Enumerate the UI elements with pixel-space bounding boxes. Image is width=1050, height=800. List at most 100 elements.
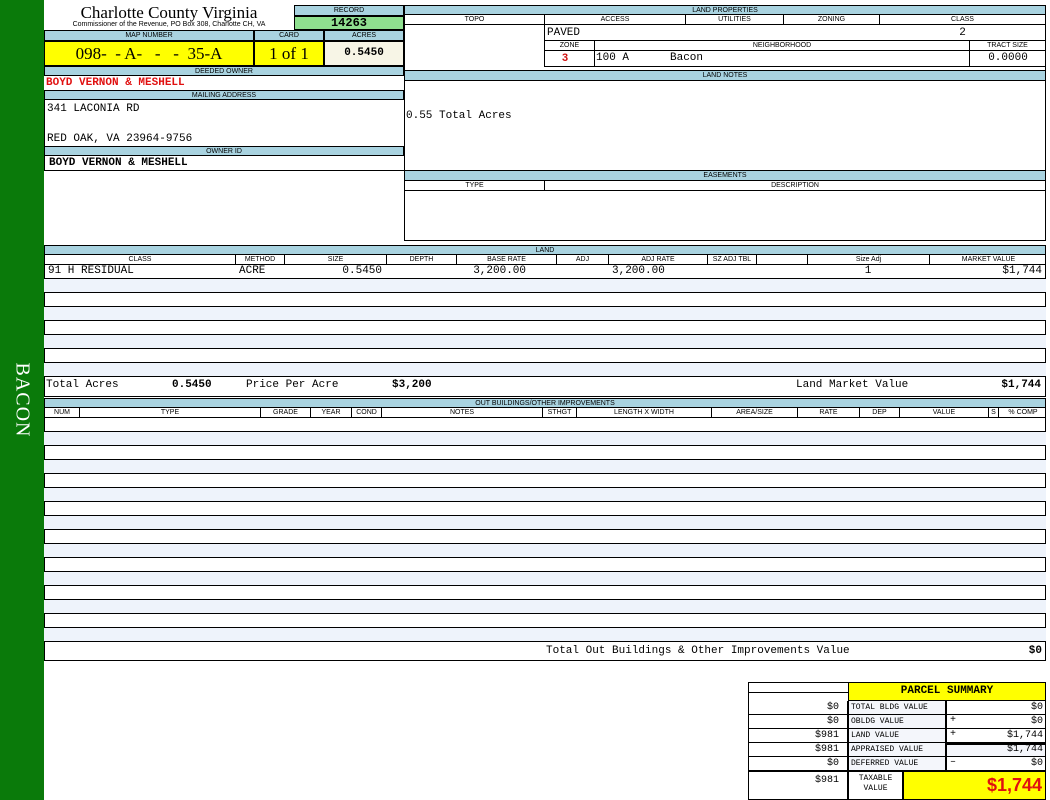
land-notes-text: 0.55 Total Acres (406, 110, 512, 122)
land-col-header: Size Adj (808, 255, 930, 264)
outbuildings-col-header: YEAR (311, 408, 352, 417)
outbuildings-col-header: COND (352, 408, 382, 417)
outbuildings-col-header: NOTES (382, 408, 543, 417)
county-subtitle: Commissioner of the Revenue, PO Box 308,… (72, 21, 266, 28)
land-cell: 0.5450 (342, 265, 382, 277)
total-acres-value: 0.5450 (172, 379, 212, 391)
sidebar-neighborhood: BACON (0, 0, 44, 800)
outbuildings-row (44, 628, 1046, 642)
outbuildings-row (44, 600, 1046, 614)
summary-prior-value: $0 (748, 715, 848, 729)
outbuildings-col-header: STHGT (543, 408, 577, 417)
land-col-header: ADJ RATE (609, 255, 708, 264)
land-col-header: CLASS (45, 255, 236, 264)
access-label: ACCESS (545, 15, 686, 24)
utilities-label: UTILITIES (686, 15, 784, 24)
land-row (44, 307, 1046, 321)
sidebar-label: BACON (11, 362, 34, 438)
summary-value: $1,744 (1006, 744, 1043, 755)
outbuildings-col-header: VALUE (900, 408, 989, 417)
outbuildings-row (44, 544, 1046, 558)
class-label: CLASS (951, 16, 974, 23)
owner-id-label: OWNER ID (44, 146, 404, 156)
land-market-value-label: Land Market Value (796, 379, 909, 391)
land-properties-title: LAND PROPERTIES (404, 5, 1046, 15)
outbuildings-row (44, 614, 1046, 628)
land-row (44, 363, 1046, 377)
outbuildings-row (44, 572, 1046, 586)
summary-label: APPRAISED VALUE (848, 743, 946, 757)
land-market-value: $1,744 (1001, 379, 1041, 391)
summary-label: DEFERRED VALUE (848, 757, 946, 771)
card-number: 1 of 1 (254, 41, 324, 66)
land-col-header (757, 255, 808, 264)
outbuildings-row (44, 432, 1046, 446)
land-notes-title: LAND NOTES (404, 70, 1046, 81)
owner-id: BOYD VERNON & MESHELL (49, 157, 188, 169)
outbuildings-row (44, 502, 1046, 516)
summary-value: $0 (1030, 716, 1043, 727)
land-col-header: DEPTH (387, 255, 457, 264)
total-acres-label: Total Acres (46, 379, 119, 391)
easements-title: EASEMENTS (404, 170, 1046, 181)
land-row (44, 349, 1046, 363)
address-line-1: 341 LACONIA RD (47, 103, 140, 115)
outbuildings-row (44, 488, 1046, 502)
zone-value: 3 (562, 52, 569, 64)
outbuildings-row (44, 516, 1046, 530)
outbuildings-col-header: LENGTH X WIDTH (577, 408, 712, 417)
neighborhood-name: Bacon (670, 52, 704, 64)
topo-label: TOPO (405, 15, 545, 24)
outbuildings-row (44, 474, 1046, 488)
land-col-header: SIZE (285, 255, 387, 264)
mailing-address-label: MAILING ADDRESS (44, 90, 404, 100)
land-cell: 1 (864, 265, 872, 277)
summary-label: TOTAL BLDG VALUE (848, 701, 946, 715)
land-col-header: METHOD (236, 255, 285, 264)
outbuildings-col-header: S (989, 408, 999, 417)
class-value: 2 (959, 27, 966, 39)
map-number: 098- - A- - - 35-A (44, 41, 254, 66)
outbuildings-total-value: $0 (1028, 645, 1042, 657)
outbuildings-row (44, 418, 1046, 432)
record-number: 14263 (294, 16, 404, 30)
summary-operator: – (946, 757, 1046, 771)
easement-type-label: TYPE (405, 181, 545, 190)
outbuildings-col-header: % COMP (1008, 409, 1038, 416)
outbuildings-title: OUT BUILDINGS/OTHER IMPROVEMENTS (44, 398, 1046, 408)
land-row (44, 293, 1046, 307)
land-col-header: SZ ADJ TBL (708, 255, 757, 264)
outbuildings-row (44, 586, 1046, 600)
summary-value: $1,744 (1006, 730, 1043, 741)
acres-label: ACRES (324, 30, 404, 41)
zone-label: ZONE (545, 41, 595, 50)
outbuildings-col-header: TYPE (80, 408, 261, 417)
summary-prior-value: $981 (748, 743, 848, 757)
tract-size-label: TRACT SIZE (987, 42, 1028, 49)
deeded-owner: BOYD VERNON & MESHELL (46, 77, 185, 89)
summary-operator (946, 701, 1046, 715)
land-cell: $1,744 (1002, 265, 1042, 277)
taxable-prior: $981 (748, 771, 848, 800)
land-totals: Total Acres 0.5450 Price Per Acre $3,200… (44, 376, 1046, 396)
land-col-header: MARKET VALUE (961, 256, 1016, 263)
summary-operator (946, 743, 1046, 757)
summary-prior-value: $981 (748, 729, 848, 743)
outbuildings-row (44, 446, 1046, 460)
summary-label: OBLDG VALUE (848, 715, 946, 729)
acres-value: 0.5450 (324, 41, 404, 66)
outbuildings-total-label: Total Out Buildings & Other Improvements… (546, 645, 850, 657)
tract-size-value: 0.0000 (988, 52, 1028, 64)
outbuildings-col-header: GRADE (261, 408, 311, 417)
map-number-label: MAP NUMBER (44, 30, 254, 41)
land-row (44, 321, 1046, 335)
summary-operator: + (946, 715, 1046, 729)
price-per-acre-value: $3,200 (392, 379, 432, 391)
zoning-label: ZONING (784, 15, 880, 24)
summary-prior-value: $0 (748, 757, 848, 771)
land-row (44, 335, 1046, 349)
outbuildings-column-headers: NUM TYPE GRADE YEAR COND NOTES STHGT LENGTH X W… (44, 408, 1046, 418)
card-label: CARD (254, 30, 324, 41)
taxable-value: $1,744 (903, 771, 1046, 800)
outbuildings-col-header: NUM (45, 408, 80, 417)
